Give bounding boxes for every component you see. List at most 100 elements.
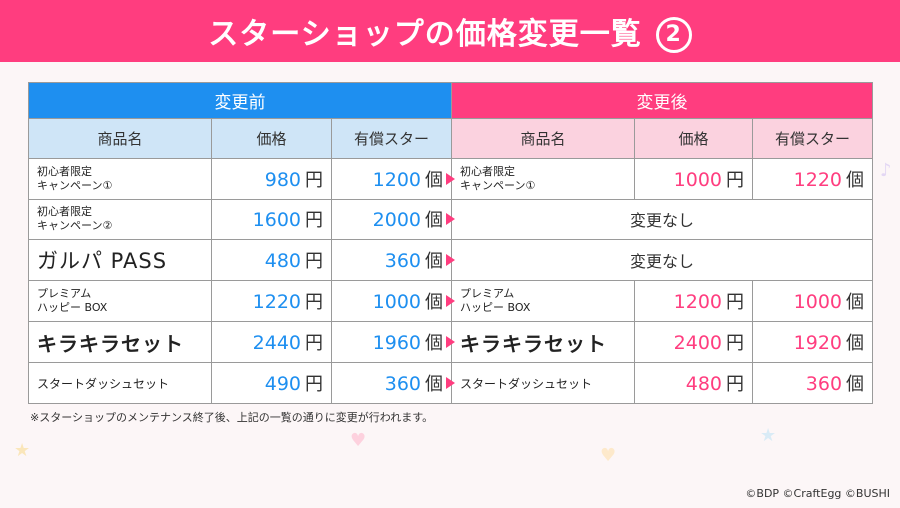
star-decoration-icon: ★ <box>760 425 777 446</box>
table-row: プレミアム ハッピー BOX 1220 円 1000 個 プレミアム ハッピー BO… <box>28 280 874 323</box>
yen-unit: 円 <box>726 169 745 191</box>
copyright: ©BDP ©CraftEgg ©BUSHI <box>745 487 890 500</box>
stars-value: 1000 <box>793 291 843 314</box>
before-price: 2440 円 <box>211 321 332 364</box>
product-name-line: ハッピー BOX <box>37 301 108 315</box>
count-unit: 個 <box>846 169 865 191</box>
table-row: 初心者限定 キャンペーン② 1600 円 2000 個 変更なし <box>28 198 874 241</box>
page-number-badge: 2 <box>655 17 692 54</box>
product-name: キラキラセット <box>28 321 212 364</box>
arrow-right-icon <box>446 213 456 226</box>
yen-unit: 円 <box>305 292 323 314</box>
after-price: 1200 円 <box>634 280 754 323</box>
arrow-right-icon <box>446 172 456 185</box>
price-value: 2400 <box>673 332 723 355</box>
column-header-price: 価格 <box>211 117 332 159</box>
price-value: 1220 <box>252 291 301 314</box>
no-change-cell: 変更なし <box>446 198 874 241</box>
arrow-right-icon <box>446 295 456 308</box>
before-stars: 360 個 <box>330 362 453 404</box>
table-row: スタートダッシュセット 490 円 360 個 スタートダッシュセット 480 円 3… <box>28 362 874 404</box>
count-unit: 個 <box>425 169 444 191</box>
yen-unit: 円 <box>726 374 745 396</box>
before-stars: 2000 個 <box>330 198 453 241</box>
count-unit: 個 <box>846 374 865 396</box>
product-name: プレミアム ハッピー BOX <box>28 280 212 323</box>
count-unit: 個 <box>425 251 444 273</box>
after-price: 2400 円 <box>634 321 754 364</box>
arrow-right-icon <box>446 377 456 390</box>
price-value: 490 <box>264 373 301 396</box>
column-header-stars: 有償スター <box>752 117 874 159</box>
product-name-line: 初心者限定 <box>37 205 92 219</box>
product-name-line: キャンペーン① <box>37 178 113 192</box>
product-name-line: 初心者限定 <box>37 164 92 178</box>
yen-unit: 円 <box>305 251 323 273</box>
after-stars: 360 個 <box>752 362 874 404</box>
before-price: 490 円 <box>211 362 332 404</box>
column-header-stars: 有償スター <box>330 117 453 159</box>
product-name-text: スタートダッシュセット <box>460 376 593 391</box>
product-name-line: キャンペーン① <box>460 178 536 192</box>
after-stars: 1920 個 <box>752 321 874 364</box>
group-before-header: 変更前 <box>27 82 453 119</box>
after-price: 1000 円 <box>634 157 754 200</box>
arrow-right-icon <box>446 336 456 349</box>
yen-unit: 円 <box>726 292 745 314</box>
stars-value: 1960 <box>372 332 422 355</box>
count-unit: 個 <box>425 210 444 232</box>
before-price: 980 円 <box>211 157 332 200</box>
count-unit: 個 <box>425 292 444 314</box>
before-stars: 1200 個 <box>330 157 453 200</box>
price-value: 1200 <box>673 291 723 314</box>
table-row: 初心者限定 キャンペーン① 980 円 1200 個 初心者限定 キャンペーン① 1… <box>28 157 874 200</box>
page-title-text: スターショップの価格変更一覧 <box>208 16 642 52</box>
after-product-name: プレミアム ハッピー BOX <box>446 280 636 323</box>
stars-value: 1000 <box>372 291 422 314</box>
price-value: 980 <box>264 168 301 191</box>
before-stars: 1960 個 <box>330 321 453 364</box>
group-after-header: 変更後 <box>451 82 874 119</box>
count-unit: 個 <box>846 292 865 314</box>
product-name-line: ハッピー BOX <box>460 301 531 315</box>
page-header: スターショップの価格変更一覧 2 <box>0 0 900 62</box>
after-product-name: スタートダッシュセット <box>446 362 636 404</box>
price-value: 1600 <box>252 209 301 232</box>
arrow-right-icon <box>446 254 456 267</box>
heart-decoration-icon: ♥ <box>600 445 617 466</box>
product-name-line: 初心者限定 <box>460 164 516 178</box>
table-row: キラキラセット 2440 円 1960 個 キラキラセット 2400 円 1920 個 <box>28 321 874 364</box>
footnote: ※スターショップのメンテナンス終了後、上記の一覧の通りに変更が行われます。 <box>30 411 434 424</box>
product-name: ガルパ PASS <box>28 239 212 282</box>
product-name-text: キラキラセット <box>460 331 608 356</box>
product-name: 初心者限定 キャンペーン① <box>28 157 212 200</box>
count-unit: 個 <box>846 333 865 355</box>
after-product-name: キラキラセット <box>446 321 636 364</box>
price-value: 480 <box>685 373 723 396</box>
stars-value: 360 <box>384 250 422 273</box>
after-stars: 1000 個 <box>752 280 874 323</box>
no-change-label: 変更なし <box>630 252 695 272</box>
after-product-name: 初心者限定 キャンペーン① <box>446 157 636 200</box>
column-header-name: 商品名 <box>28 117 212 159</box>
heart-decoration-icon: ♥ <box>350 430 367 451</box>
product-name-line: プレミアム <box>37 287 92 301</box>
column-header-price: 価格 <box>634 117 754 159</box>
count-unit: 個 <box>425 333 444 355</box>
count-unit: 個 <box>425 374 444 396</box>
before-price: 480 円 <box>211 239 332 282</box>
stars-value: 1220 <box>793 168 843 191</box>
stars-value: 360 <box>805 373 843 396</box>
product-name-line: キャンペーン② <box>37 219 113 233</box>
no-change-cell: 変更なし <box>446 239 874 282</box>
price-value: 2440 <box>252 332 301 355</box>
product-name-line: プレミアム <box>460 287 515 301</box>
price-value: 480 <box>264 250 301 273</box>
yen-unit: 円 <box>305 374 323 396</box>
before-price: 1600 円 <box>211 198 332 241</box>
yen-unit: 円 <box>726 333 745 355</box>
price-change-table: 変更前 変更後 商品名 価格 有償スター 商品名 価格 有償スター 初心者限定 … <box>27 82 874 404</box>
after-stars: 1220 個 <box>752 157 874 200</box>
before-stars: 1000 個 <box>330 280 453 323</box>
stars-value: 1920 <box>793 332 843 355</box>
